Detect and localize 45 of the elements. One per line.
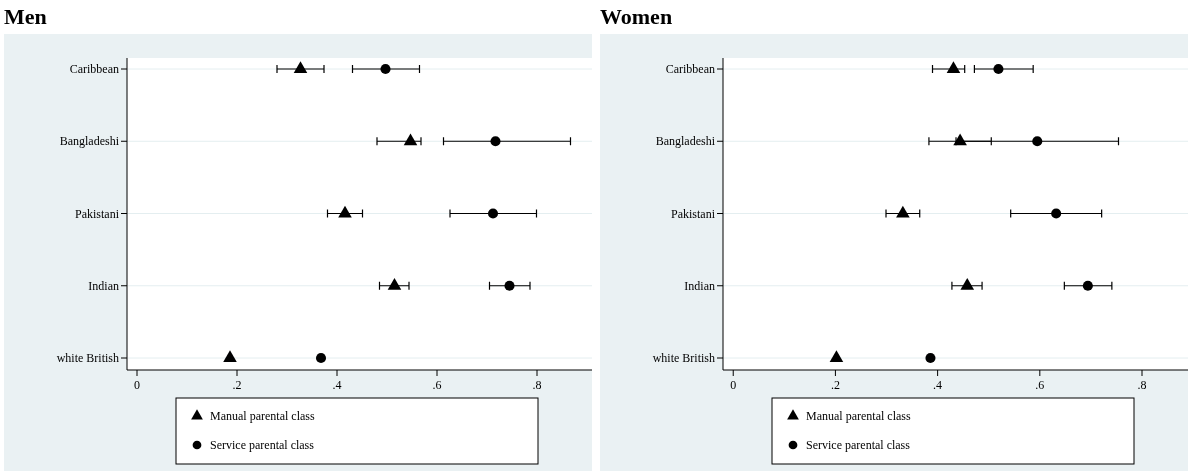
point <box>1082 280 1093 291</box>
point <box>829 350 844 362</box>
legend-label: Service parental class <box>806 438 911 452</box>
x-tick-label: .6 <box>432 378 442 392</box>
x-tick-label: .8 <box>1137 378 1147 392</box>
point <box>380 63 391 75</box>
x-tick-label: .2 <box>232 378 242 392</box>
point <box>403 133 418 146</box>
point <box>504 280 515 291</box>
legend-label: Service parental class <box>210 438 315 452</box>
point <box>387 277 402 290</box>
x-tick-label: 0 <box>730 378 737 392</box>
point <box>338 205 352 218</box>
y-tick-label: Caribbean <box>69 62 119 76</box>
x-tick-label: 0 <box>134 378 140 392</box>
point <box>1032 136 1043 147</box>
point <box>487 208 499 219</box>
x-tick-label: .4 <box>933 378 943 392</box>
point <box>993 63 1004 75</box>
legend-label: Manual parental class <box>210 409 315 423</box>
y-tick-label: Bangladeshi <box>655 134 716 149</box>
point <box>315 352 327 364</box>
y-tick-label: Pakistani <box>671 206 716 221</box>
point <box>293 61 308 73</box>
point <box>223 350 237 362</box>
x-tick-label: .8 <box>532 378 542 392</box>
point <box>896 205 910 218</box>
y-tick-label: white British <box>56 351 119 365</box>
x-tick-label: .4 <box>332 378 342 392</box>
y-tick-label: Pakistani <box>75 206 120 221</box>
x-tick-label: .6 <box>1035 378 1045 392</box>
point <box>946 61 961 73</box>
y-tick-label: Caribbean <box>665 62 715 76</box>
chart-title: Women <box>600 4 673 29</box>
chart-title: Men <box>4 4 47 29</box>
y-tick-label: Bangladeshi <box>59 134 120 149</box>
point <box>925 352 936 364</box>
y-tick-label: white British <box>652 351 715 365</box>
legend-label: Manual parental class <box>806 409 911 423</box>
x-tick-label: .2 <box>830 378 840 392</box>
point <box>490 136 501 147</box>
point <box>960 277 975 290</box>
point <box>1051 208 1062 219</box>
y-tick-label: Indian <box>88 278 119 293</box>
y-tick-label: Indian <box>684 278 715 293</box>
